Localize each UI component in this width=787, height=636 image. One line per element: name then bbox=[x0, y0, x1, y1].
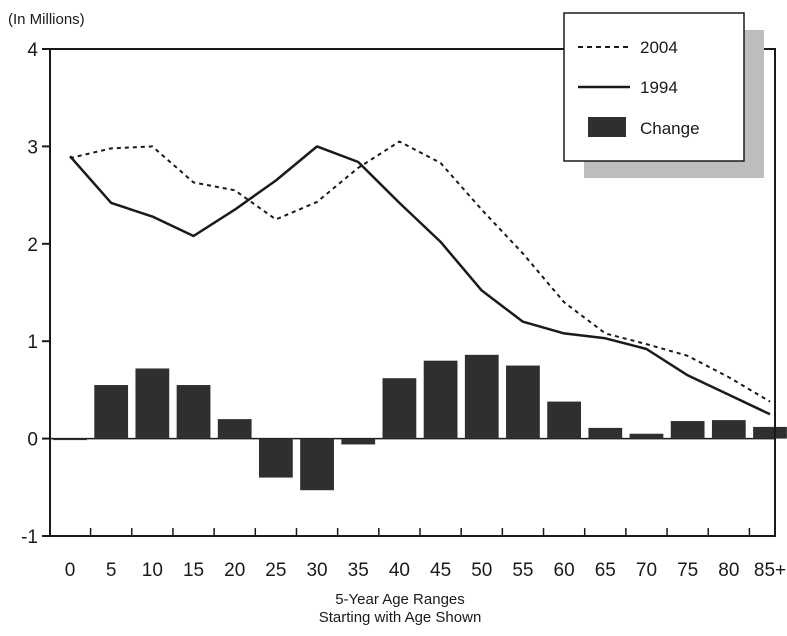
line-2004 bbox=[69, 140, 771, 403]
bar-change bbox=[670, 421, 705, 439]
x-axis-title-line-2: Starting with Age Shown bbox=[319, 609, 482, 626]
x-tick-label: 40 bbox=[389, 560, 410, 581]
x-tick-label: 25 bbox=[265, 560, 286, 581]
legend-label-1994: 1994 bbox=[640, 78, 678, 97]
y-tick-label: 1 bbox=[27, 332, 38, 353]
bar-change bbox=[547, 401, 581, 439]
x-tick-label: 75 bbox=[677, 560, 698, 581]
bar-change bbox=[629, 433, 664, 439]
unit-label: (In Millions) bbox=[8, 11, 85, 28]
bar-change bbox=[300, 438, 334, 491]
bar-change bbox=[94, 385, 129, 439]
x-tick-label: 10 bbox=[142, 560, 163, 581]
x-axis: 0 5 10 15 20 25 30 35 40 45 50 55 60 65 70 75 80 85+ bbox=[65, 528, 786, 581]
bar-change bbox=[341, 438, 376, 445]
y-tick-label: 2 bbox=[27, 235, 38, 256]
bar-change bbox=[423, 360, 458, 439]
x-tick-label: 45 bbox=[430, 560, 451, 581]
bar-change bbox=[711, 420, 746, 439]
y-tick-label: 3 bbox=[27, 137, 38, 158]
y-tick-label: 4 bbox=[27, 40, 38, 61]
legend-swatch-change bbox=[588, 117, 626, 137]
bar-change bbox=[176, 385, 211, 439]
x-tick-label: 35 bbox=[348, 560, 369, 581]
bar-change bbox=[382, 378, 417, 439]
x-tick-label: 80 bbox=[718, 560, 739, 581]
y-tick-label: -1 bbox=[21, 527, 38, 548]
bar-change bbox=[259, 438, 293, 478]
line-series bbox=[69, 140, 771, 416]
x-axis-title-line-1: 5-Year Age Ranges bbox=[335, 591, 465, 608]
x-tick-label: 60 bbox=[554, 560, 575, 581]
bar-change bbox=[588, 427, 623, 439]
legend-label-change: Change bbox=[640, 119, 700, 138]
x-tick-label: 85+ bbox=[754, 560, 786, 581]
legend-label-2004: 2004 bbox=[640, 38, 678, 57]
plot-frame bbox=[49, 48, 776, 537]
x-tick-label: 65 bbox=[595, 560, 616, 581]
x-tick-label: 50 bbox=[471, 560, 492, 581]
legend: 2004 1994 Change bbox=[563, 12, 764, 178]
bar-series-change bbox=[53, 354, 787, 491]
x-tick-label: 70 bbox=[636, 560, 657, 581]
bar-change bbox=[506, 365, 540, 439]
y-tick-label: 0 bbox=[27, 430, 38, 451]
bar-change bbox=[753, 426, 787, 439]
bar-change bbox=[135, 368, 170, 439]
x-tick-label: 5 bbox=[106, 560, 117, 581]
bar-change bbox=[464, 354, 499, 439]
bar-change bbox=[53, 438, 87, 441]
x-tick-label: 20 bbox=[224, 560, 245, 581]
x-tick-label: 55 bbox=[512, 560, 533, 581]
line-1994 bbox=[69, 145, 771, 416]
bar-change bbox=[217, 419, 252, 439]
x-tick-label: 0 bbox=[65, 560, 76, 581]
x-tick-label: 30 bbox=[306, 560, 327, 581]
x-tick-label: 15 bbox=[183, 560, 204, 581]
